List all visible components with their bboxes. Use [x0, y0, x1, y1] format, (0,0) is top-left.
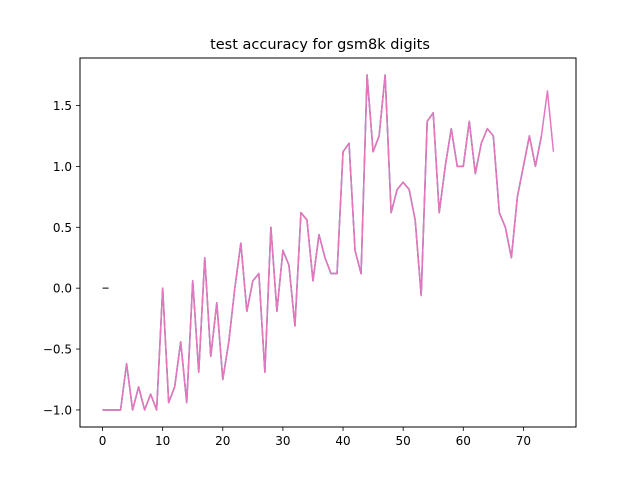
x-tick-label: 0 — [99, 434, 107, 448]
x-tick-label: 70 — [516, 434, 531, 448]
plot-area: 0 10 20 30 40 50 60 70 −1.0 −0.5 0.0 0.5 1.0 1.5 — [43, 57, 577, 448]
x-tick-label: 60 — [456, 434, 471, 448]
x-tick-label: 40 — [335, 434, 350, 448]
axes-frame — [79, 57, 577, 428]
x-axis: 0 10 20 30 40 50 60 70 — [99, 427, 531, 448]
x-tick-label: 30 — [275, 434, 290, 448]
series-line-3 — [102, 74, 555, 411]
y-tick-label: −0.5 — [43, 343, 72, 357]
y-tick-label: −1.0 — [43, 403, 72, 417]
x-tick-label: 20 — [215, 434, 230, 448]
y-tick-label: 0.0 — [53, 282, 72, 296]
chart-title: test accuracy for gsm8k digits — [210, 37, 430, 53]
x-tick-label: 10 — [155, 434, 170, 448]
y-tick-label: 0.5 — [53, 221, 72, 235]
series-layer — [102, 74, 555, 411]
y-tick-label: 1.5 — [53, 99, 72, 113]
x-tick-label: 50 — [396, 434, 411, 448]
y-axis: −1.0 −0.5 0.0 0.5 1.0 1.5 — [43, 99, 80, 417]
y-tick-label: 1.0 — [53, 160, 72, 174]
